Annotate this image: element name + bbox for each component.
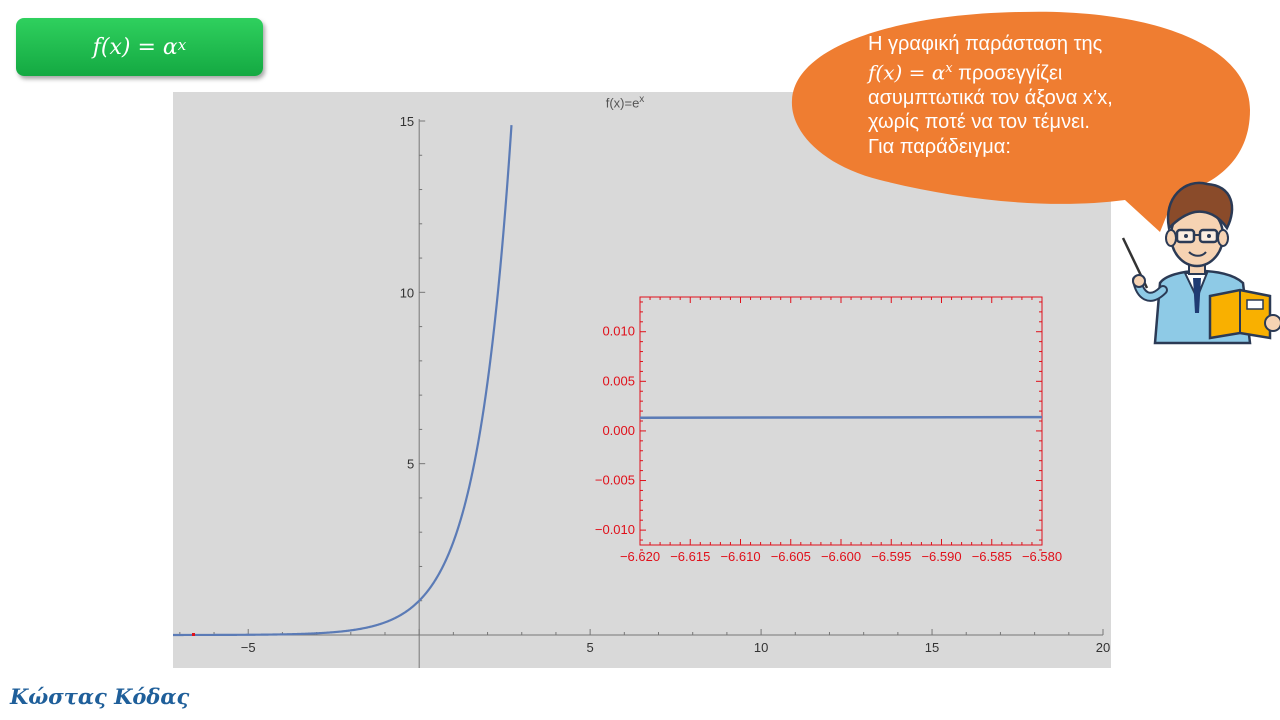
series-line-exp bbox=[173, 125, 513, 637]
x-tick-label: 10 bbox=[754, 640, 768, 655]
speech-line-3: ασυμπτωτικά τον άξονα x’x, bbox=[868, 86, 1113, 109]
teacher-illustration bbox=[1121, 181, 1280, 345]
author-name: Κώστας Κόδας bbox=[10, 684, 190, 709]
y-tick-label: 5 bbox=[407, 457, 414, 472]
speech-line-1: Η γραφική παράσταση της bbox=[868, 33, 1103, 55]
main-chart: −5 5 10 15 20 5 10 15 bbox=[173, 114, 1110, 668]
y-tick-label: 15 bbox=[400, 114, 414, 129]
y-tick-label: 10 bbox=[400, 285, 414, 300]
x-tick-label: 15 bbox=[925, 640, 939, 655]
x-tick-label: 20 bbox=[1096, 640, 1110, 655]
formula-exponent: x bbox=[177, 36, 187, 54]
x-tick-label: 5 bbox=[587, 640, 594, 655]
formula-text: f(x) = α bbox=[92, 34, 178, 60]
x-tick-label: −5 bbox=[241, 640, 256, 655]
speech-text: Η γραφική παράσταση της f(x) = αx προσεγ… bbox=[868, 32, 1168, 159]
speech-line-5: Για παράδειγμα: bbox=[868, 135, 1011, 158]
speech-line-4: χωρίς ποτέ να τον τέμνει. bbox=[868, 111, 1090, 134]
speech-line-2: f(x) = αx προσεγγίζει bbox=[868, 60, 1063, 85]
zoom-marker bbox=[192, 633, 196, 636]
chart-title: f(x)=ex bbox=[605, 94, 645, 111]
